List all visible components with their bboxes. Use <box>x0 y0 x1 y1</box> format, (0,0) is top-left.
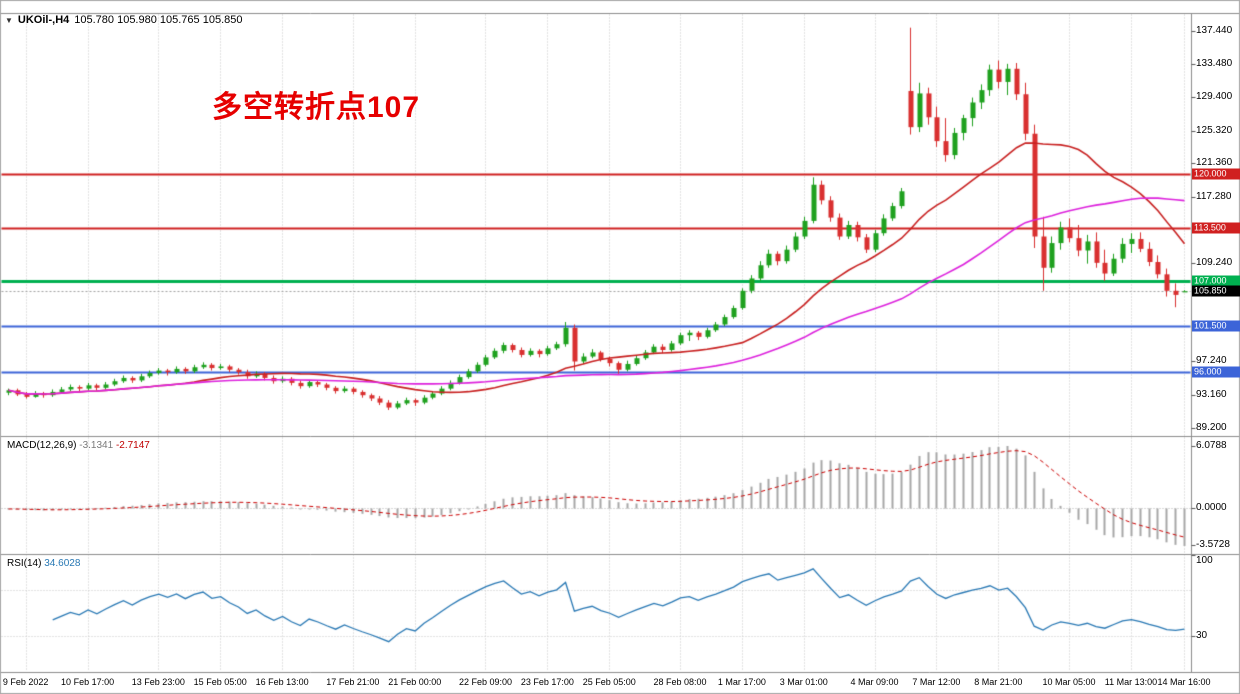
price-line-tag: 113.500 <box>1192 222 1240 234</box>
time-axis-label: 22 Feb 09:00 <box>458 677 512 687</box>
macd-axis-tick: 0.0000 <box>1196 502 1227 514</box>
time-axis-label: 9 Feb 2022 <box>2 677 49 687</box>
price-axis-tick: 121.360 <box>1196 157 1233 169</box>
time-axis-label: 21 Feb 00:00 <box>388 677 442 687</box>
time-axis-label: 10 Feb 17:00 <box>61 677 115 687</box>
time-axis-label: 14 Mar 16:00 <box>1157 677 1211 687</box>
time-axis-label: 8 Mar 21:00 <box>974 677 1023 687</box>
price-axis-tick: 89.200 <box>1196 421 1227 433</box>
price-line-tag: 120.000 <box>1192 168 1240 180</box>
price-line-tag: 107.000 <box>1192 275 1240 287</box>
rsi-value: 34.6028 <box>44 558 81 569</box>
symbol-title: UKOil-,H4 <box>17 14 70 26</box>
time-axis-label: 7 Mar 12:00 <box>912 677 961 687</box>
price-axis-tick: 133.480 <box>1196 57 1233 69</box>
time-axis-label: 23 Feb 17:00 <box>520 677 574 687</box>
symbol-dropdown-icon[interactable]: ▼ <box>5 15 13 25</box>
time-axis-label: 28 Feb 08:00 <box>653 677 707 687</box>
rsi-indicator-label: RSI(14) 34.6028 <box>7 558 80 569</box>
annotation-text: 多空转折点107 <box>212 91 421 124</box>
rsi-axis-tick: 30 <box>1196 630 1208 642</box>
time-axis-label: 17 Feb 21:00 <box>326 677 380 687</box>
macd-axis-tick: -3.5728 <box>1196 539 1230 551</box>
time-axis-label: 13 Feb 23:00 <box>131 677 185 687</box>
time-axis-label: 4 Mar 09:00 <box>850 677 899 687</box>
price-axis-tick: 129.400 <box>1196 91 1233 103</box>
price-axis-tick: 117.280 <box>1196 190 1232 202</box>
macd-indicator-label: MACD(12,26,9) -3.1341 -2.7147 <box>7 440 150 451</box>
time-axis-label: 11 Mar 13:00 <box>1104 677 1158 687</box>
symbol-bar: ▼ UKOil-,H4 105.780 105.980 105.765 105.… <box>5 14 242 26</box>
current-price-tag: 105.850 <box>1192 285 1240 297</box>
price-axis-tick: 109.240 <box>1196 256 1233 268</box>
rsi-axis-tick: 100 <box>1196 555 1213 566</box>
macd-signal-value: -2.7147 <box>115 440 150 451</box>
price-axis-tick: 97.240 <box>1196 355 1227 367</box>
price-axis-tick: 125.320 <box>1196 124 1233 136</box>
time-axis-label: 15 Feb 05:00 <box>193 677 247 687</box>
price-axis-tick: 137.440 <box>1196 24 1233 36</box>
macd-axis-tick: 6.0788 <box>1196 439 1227 451</box>
time-axis-label: 10 Mar 05:00 <box>1042 677 1096 687</box>
macd-main-value: -3.1341 <box>79 440 114 451</box>
quote-ohlc-values: 105.780 105.980 105.765 105.850 <box>74 14 243 26</box>
price-axis-tick: 93.160 <box>1196 389 1227 401</box>
time-axis[interactable]: 9 Feb 2022 10 Feb 17:00 13 Feb 23:00 15 Feb… <box>0 672 1240 694</box>
time-axis-label: 1 Mar 17:00 <box>717 677 766 687</box>
time-axis-label: 25 Feb 05:00 <box>582 677 636 687</box>
price-axis[interactable]: 137.440 133.480 129.400 125.320 121.360 117.2… <box>1192 0 1240 672</box>
rsi-indicator-name: RSI(14) <box>7 558 42 569</box>
price-line-tag: 96.000 <box>1192 366 1240 378</box>
price-line-tag: 101.500 <box>1192 320 1240 332</box>
macd-indicator-name: MACD(12,26,9) <box>7 440 77 451</box>
time-axis-label: 16 Feb 13:00 <box>255 677 309 687</box>
time-axis-label: 3 Mar 01:00 <box>779 677 828 687</box>
